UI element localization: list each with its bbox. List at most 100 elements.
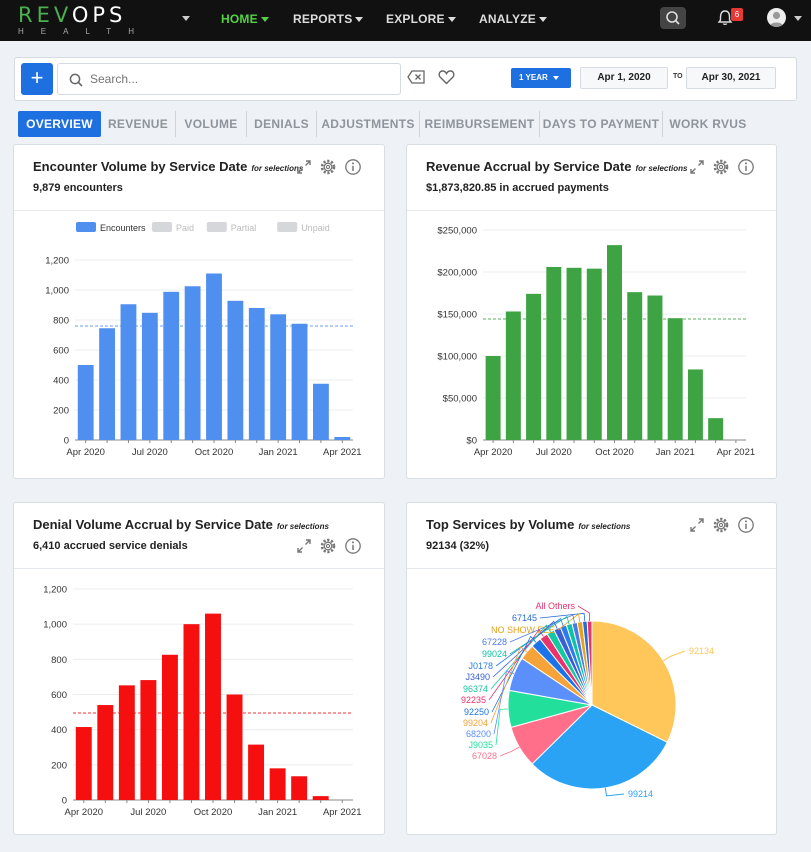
chevron-down-icon	[552, 75, 559, 80]
bar-aug-2020	[163, 291, 180, 440]
period-select-button[interactable]: 1 YEAR	[511, 68, 571, 88]
gear-icon[interactable]	[319, 537, 337, 555]
pie-slice-92134	[591, 620, 677, 743]
info-icon[interactable]	[737, 158, 755, 176]
legend-swatch	[206, 222, 227, 232]
nav-reports[interactable]: REPORTS	[293, 12, 364, 26]
bar-mar-2021	[312, 796, 329, 800]
y-tick-label: $50,000	[443, 394, 477, 405]
expand-icon[interactable]	[295, 158, 313, 176]
search-input[interactable]	[90, 69, 390, 89]
tab-adjustments[interactable]: ADJUSTMENTS	[317, 111, 420, 137]
pie-label: 99204	[463, 718, 488, 728]
add-filter-button[interactable]: +	[21, 63, 53, 95]
nav-analyze[interactable]: ANALYZE	[479, 12, 547, 26]
tab-denials[interactable]: DENIALS	[247, 111, 317, 137]
bar-feb-2021	[687, 369, 703, 440]
tab-revenue[interactable]: REVENUE	[101, 111, 176, 137]
global-search-button[interactable]	[660, 7, 686, 29]
x-tick-label: Apr 2020	[474, 447, 513, 458]
pie-leader-line	[495, 708, 509, 746]
search-icon	[666, 11, 680, 25]
bar-jul-2020	[140, 680, 157, 800]
pie-leader-line	[490, 624, 551, 690]
pie-leader-line	[604, 787, 625, 797]
date-to-field[interactable]: Apr 30, 2021	[686, 67, 776, 89]
gear-icon[interactable]	[319, 158, 337, 176]
pie-slice-all-others	[586, 620, 593, 706]
y-tick-label: 200	[51, 760, 67, 771]
bar-sep-2020	[586, 268, 602, 440]
app-switcher-chevron-icon[interactable]	[182, 16, 190, 21]
pie-leader-line	[663, 650, 686, 662]
y-tick-label: $150,000	[437, 310, 477, 321]
tab-overview[interactable]: OVERVIEW	[18, 111, 101, 137]
bar-aug-2020	[161, 654, 178, 800]
pie-label: 92250	[464, 707, 489, 717]
bar-feb-2021	[291, 776, 308, 800]
bar-jan-2021	[269, 768, 286, 800]
bar-jun-2020	[120, 304, 137, 440]
bell-icon[interactable]	[716, 9, 734, 27]
y-tick-label: 600	[51, 690, 67, 701]
y-tick-label: 0	[64, 436, 69, 447]
expand-icon[interactable]	[688, 516, 706, 534]
expand-icon[interactable]	[295, 537, 313, 555]
gear-icon[interactable]	[712, 158, 730, 176]
info-icon[interactable]	[344, 158, 362, 176]
x-tick-label: Apr 2020	[66, 447, 105, 458]
tab-volume[interactable]: VOLUME	[176, 111, 247, 137]
x-tick-label: Jul 2020	[536, 447, 572, 458]
x-tick-label: Apr 2021	[323, 447, 362, 458]
tab-days-to-payment[interactable]: DAYS TO PAYMENT	[540, 111, 663, 137]
chevron-down-icon	[538, 17, 547, 23]
logo-wordmark: REVOPS	[18, 3, 127, 27]
pie-leader-line	[492, 620, 558, 678]
y-tick-label: $200,000	[437, 268, 477, 279]
bar-mar-2021	[708, 418, 724, 440]
nav-explore[interactable]: EXPLORE	[386, 12, 456, 26]
pie-leader-line	[499, 746, 520, 757]
bar-dec-2020	[647, 295, 663, 440]
favorite-heart-icon[interactable]	[438, 69, 455, 85]
card-header: Top Services by Volume for selections 921…	[407, 503, 776, 569]
bar-nov-2020	[627, 292, 643, 440]
bar-oct-2020	[607, 245, 622, 440]
y-tick-label: 400	[53, 376, 69, 387]
tab-reimbursement[interactable]: REIMBURSEMENT	[420, 111, 540, 137]
bar-oct-2020	[205, 613, 221, 800]
revops-logo[interactable]: REVOPS HEALTH	[18, 4, 158, 38]
revenue-accrual-card: Revenue Accrual by Service Date for selec…	[406, 144, 777, 479]
gear-icon[interactable]	[712, 516, 730, 534]
filter-bar: + 1 YEAR Apr 1, 2020 TO Apr 30, 2021	[14, 57, 797, 101]
card-title: Encounter Volume by Service Date for sele…	[33, 159, 304, 174]
legend-swatch	[277, 222, 298, 232]
bar-aug-2020	[566, 267, 582, 440]
tab-work-rvus[interactable]: WORK RVUS	[669, 117, 747, 131]
expand-icon[interactable]	[688, 158, 706, 176]
y-tick-label: 800	[53, 316, 69, 327]
y-tick-label: 600	[53, 346, 69, 357]
bar-jan-2021	[667, 318, 683, 440]
user-menu-chevron-icon[interactable]	[794, 16, 802, 21]
pie-leader-line	[509, 614, 575, 643]
info-icon[interactable]	[344, 537, 362, 555]
denial-volume-card: Denial Volume Accrual by Service Date for…	[13, 502, 385, 835]
nav-home[interactable]: HOME	[221, 12, 269, 26]
clear-filters-icon[interactable]	[407, 70, 425, 84]
pie-label: J3490	[465, 672, 490, 682]
y-tick-label: 200	[53, 406, 69, 417]
user-avatar[interactable]	[767, 8, 786, 27]
y-tick-label: 1,000	[45, 286, 69, 297]
date-from-field[interactable]: Apr 1, 2020	[580, 67, 668, 89]
search-field[interactable]	[57, 63, 401, 95]
x-tick-label: Apr 2021	[717, 447, 756, 458]
pie-leader-line	[493, 670, 515, 735]
bar-sep-2020	[184, 286, 201, 440]
info-icon[interactable]	[737, 516, 755, 534]
x-tick-label: Oct 2020	[195, 447, 234, 458]
top-navbar: REVOPS HEALTH HOME REPORTS EXPLORE ANALY…	[0, 0, 811, 41]
pie-label: NO SHOW FEE	[491, 625, 555, 635]
card-title: Revenue Accrual by Service Date for selec…	[426, 159, 688, 174]
pie-label: 67028	[472, 751, 497, 761]
